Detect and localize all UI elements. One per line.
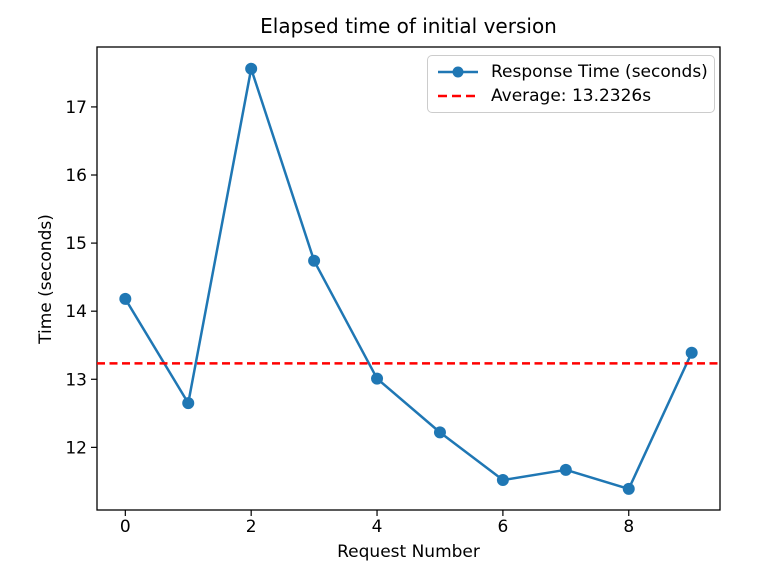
x-tick-label: 6: [497, 517, 508, 537]
y-tick-label: 16: [65, 166, 87, 186]
y-tick-label: 15: [65, 234, 87, 254]
data-point-marker: [685, 346, 698, 359]
legend-marker-icon: [452, 66, 464, 78]
x-tick-label: 2: [246, 517, 257, 537]
x-tick-label: 4: [372, 517, 383, 537]
legend-label-average: Average: 13.2326s: [491, 86, 652, 106]
x-tick-label: 8: [623, 517, 634, 537]
y-tick-label: 17: [65, 98, 87, 118]
chart-title: Elapsed time of initial version: [260, 14, 557, 38]
data-point-marker: [371, 372, 384, 385]
axes-frame: [96, 46, 721, 511]
data-point-marker: [308, 254, 321, 267]
data-point-marker: [245, 62, 258, 75]
legend-sample-dashed: [438, 94, 478, 98]
x-axis-label: Request Number: [337, 542, 480, 562]
data-point-marker: [119, 292, 132, 305]
data-point-marker: [559, 463, 572, 476]
data-point-marker: [182, 397, 195, 410]
data-point-marker: [433, 426, 446, 439]
x-tick-label: 0: [120, 517, 131, 537]
y-tick-label: 13: [65, 370, 87, 390]
y-tick-label: 12: [65, 438, 87, 458]
response-time-line: [124, 67, 693, 491]
legend: Response Time (seconds) Average: 13.2326…: [427, 55, 715, 113]
legend-item-response-time: Response Time (seconds): [435, 61, 708, 83]
y-tick-label: 14: [65, 302, 87, 322]
legend-item-average: Average: 13.2326s: [435, 85, 708, 107]
y-axis-label: Time (seconds): [36, 214, 56, 344]
legend-sample-line-marker: [438, 66, 478, 78]
legend-label-response-time: Response Time (seconds): [491, 62, 708, 82]
data-point-marker: [622, 482, 635, 495]
data-point-marker: [496, 474, 509, 487]
